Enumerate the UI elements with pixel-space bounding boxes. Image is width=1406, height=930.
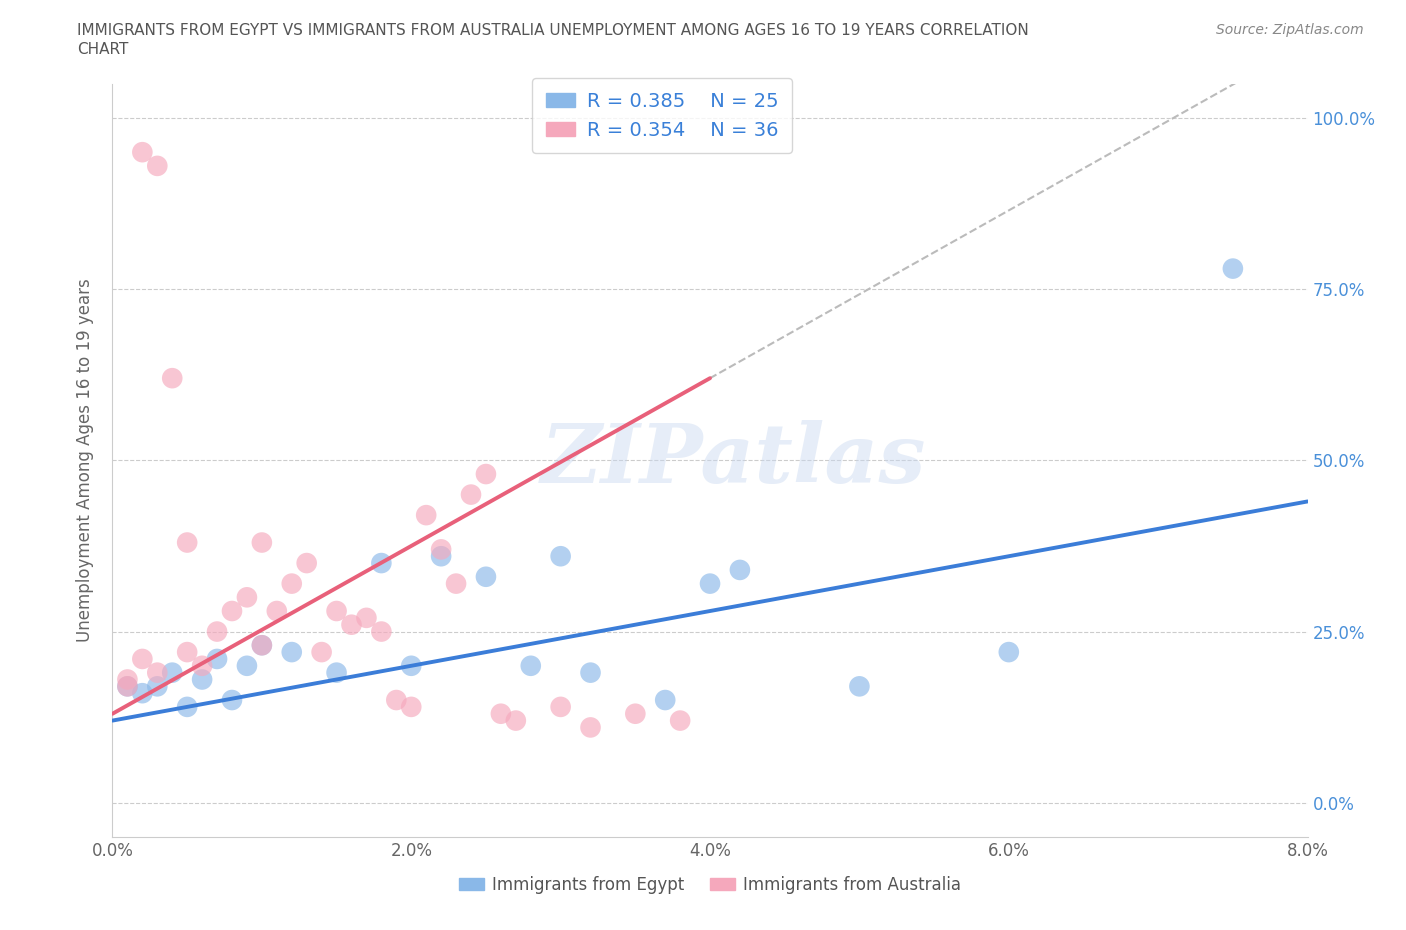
Point xyxy=(325,665,347,680)
Point xyxy=(728,563,751,578)
Text: Source: ZipAtlas.com: Source: ZipAtlas.com xyxy=(1216,23,1364,37)
Point xyxy=(699,577,721,591)
Point xyxy=(295,555,318,570)
Point xyxy=(117,679,139,694)
Text: CHART: CHART xyxy=(77,42,129,57)
Point xyxy=(475,467,498,482)
Point xyxy=(221,693,243,708)
Point xyxy=(356,610,378,625)
Point xyxy=(162,665,183,680)
Point xyxy=(505,713,527,728)
Point xyxy=(430,542,453,557)
Point xyxy=(460,487,482,502)
Point xyxy=(281,644,304,659)
Point xyxy=(131,652,153,667)
Point xyxy=(176,644,198,659)
Point xyxy=(385,693,408,708)
Point xyxy=(475,569,498,584)
Point xyxy=(579,720,602,735)
Point xyxy=(146,158,169,173)
Point xyxy=(205,652,228,667)
Point xyxy=(520,658,543,673)
Point xyxy=(370,624,392,639)
Point xyxy=(117,672,139,687)
Point xyxy=(250,638,273,653)
Point xyxy=(669,713,692,728)
Point xyxy=(250,535,273,550)
Point xyxy=(176,535,198,550)
Point xyxy=(624,706,647,721)
Point xyxy=(998,644,1021,659)
Point xyxy=(430,549,453,564)
Point xyxy=(131,685,153,700)
Point xyxy=(444,577,467,591)
Point xyxy=(146,679,169,694)
Point xyxy=(401,658,423,673)
Point xyxy=(1222,261,1244,276)
Point xyxy=(146,665,169,680)
Point xyxy=(117,679,139,694)
Point xyxy=(340,618,363,632)
Point xyxy=(550,699,572,714)
Point xyxy=(370,555,392,570)
Point xyxy=(550,549,572,564)
Point xyxy=(162,371,183,386)
Point xyxy=(401,699,423,714)
Point xyxy=(281,577,304,591)
Point xyxy=(205,624,228,639)
Point xyxy=(311,644,333,659)
Point xyxy=(579,665,602,680)
Point xyxy=(236,590,259,604)
Y-axis label: Unemployment Among Ages 16 to 19 years: Unemployment Among Ages 16 to 19 years xyxy=(76,278,94,643)
Point xyxy=(250,638,273,653)
Point xyxy=(176,699,198,714)
Point xyxy=(131,145,153,160)
Text: IMMIGRANTS FROM EGYPT VS IMMIGRANTS FROM AUSTRALIA UNEMPLOYMENT AMONG AGES 16 TO: IMMIGRANTS FROM EGYPT VS IMMIGRANTS FROM… xyxy=(77,23,1029,38)
Point xyxy=(325,604,347,618)
Point xyxy=(191,672,214,687)
Point xyxy=(221,604,243,618)
Text: ZIPatlas: ZIPatlas xyxy=(541,420,927,500)
Legend: Immigrants from Egypt, Immigrants from Australia: Immigrants from Egypt, Immigrants from A… xyxy=(453,869,967,900)
Point xyxy=(236,658,259,673)
Point xyxy=(654,693,676,708)
Point xyxy=(266,604,288,618)
Point xyxy=(848,679,870,694)
Point xyxy=(489,706,512,721)
Point xyxy=(191,658,214,673)
Point xyxy=(415,508,437,523)
